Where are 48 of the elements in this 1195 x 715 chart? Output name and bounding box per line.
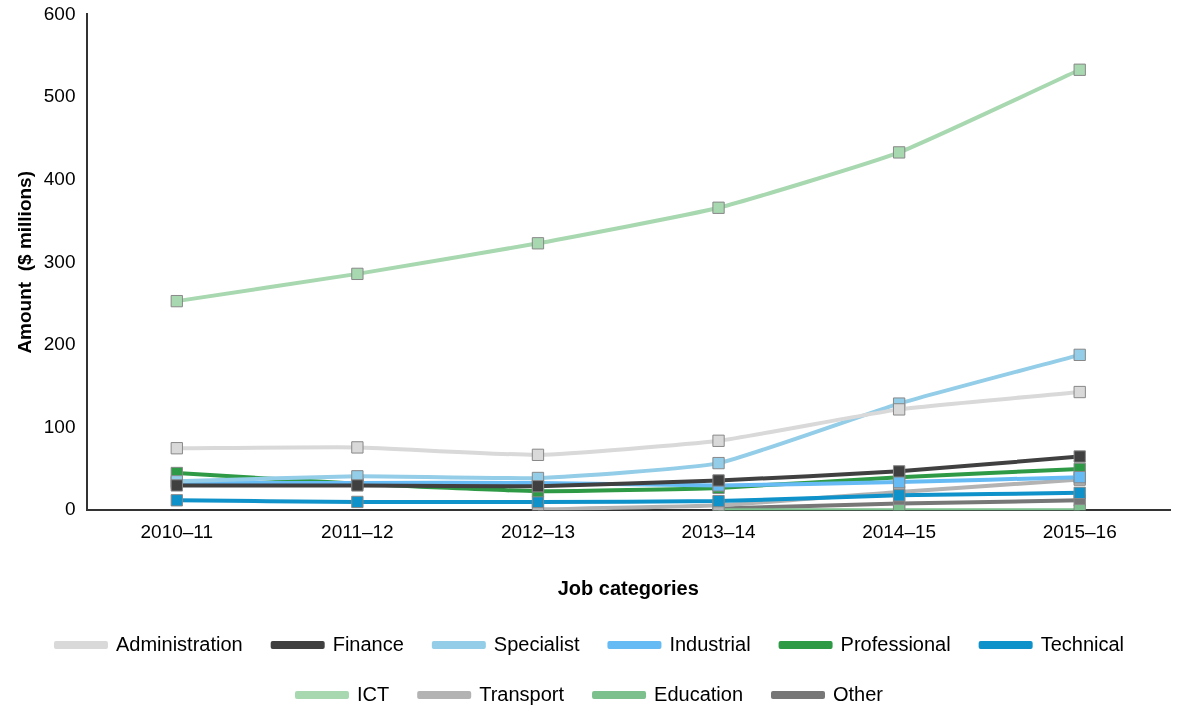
point	[531, 480, 545, 493]
point	[351, 495, 364, 509]
point	[712, 201, 725, 214]
legend-label: Specialist	[493, 632, 580, 655]
point	[351, 267, 364, 281]
x-tick-label: 2011–12	[321, 520, 394, 542]
point	[712, 434, 725, 447]
legend-label: Technical	[1040, 632, 1125, 655]
y-tick-label: 200	[43, 333, 76, 355]
x-tick-label: 2014–15	[862, 520, 937, 542]
y-tick-label: 300	[43, 250, 76, 272]
point	[170, 442, 183, 455]
y-tick-label: 400	[43, 167, 76, 189]
x-tick-label: 2013–14	[681, 520, 756, 542]
legend-label: Administration	[115, 632, 243, 655]
legend-label: Industrial	[669, 632, 751, 655]
point	[892, 465, 906, 478]
legend-label: Finance	[332, 632, 404, 655]
point	[1073, 63, 1086, 76]
y-tick-label: 100	[43, 415, 76, 437]
legend-label: ICT	[356, 682, 390, 705]
point	[892, 146, 906, 159]
point	[892, 489, 906, 502]
point	[712, 474, 725, 487]
y-axis-title: Amount ($ millions)	[13, 171, 35, 354]
point	[531, 237, 545, 250]
legend-label: Other	[833, 682, 884, 705]
point	[1073, 385, 1086, 399]
point	[1073, 348, 1086, 362]
point	[531, 448, 545, 461]
x-axis-title: Job categories	[557, 576, 699, 599]
point	[170, 294, 183, 308]
y-tick-label: 600	[43, 2, 76, 24]
x-tick-label: 2015–16	[1042, 520, 1117, 542]
point	[1073, 450, 1086, 463]
y-tick-label: 0	[64, 498, 76, 520]
point	[712, 494, 725, 508]
x-tick-label: 2012–13	[500, 520, 575, 542]
legend-label: Education	[654, 682, 744, 705]
point	[892, 403, 906, 416]
point	[351, 441, 364, 454]
legend-label: Transport	[479, 682, 565, 705]
point	[1073, 486, 1086, 499]
point	[170, 494, 183, 507]
y-tick-label: 500	[43, 85, 76, 107]
x-tick-label: 2010–11	[140, 520, 214, 542]
point	[712, 456, 725, 470]
legend-label: Professional	[840, 632, 951, 655]
